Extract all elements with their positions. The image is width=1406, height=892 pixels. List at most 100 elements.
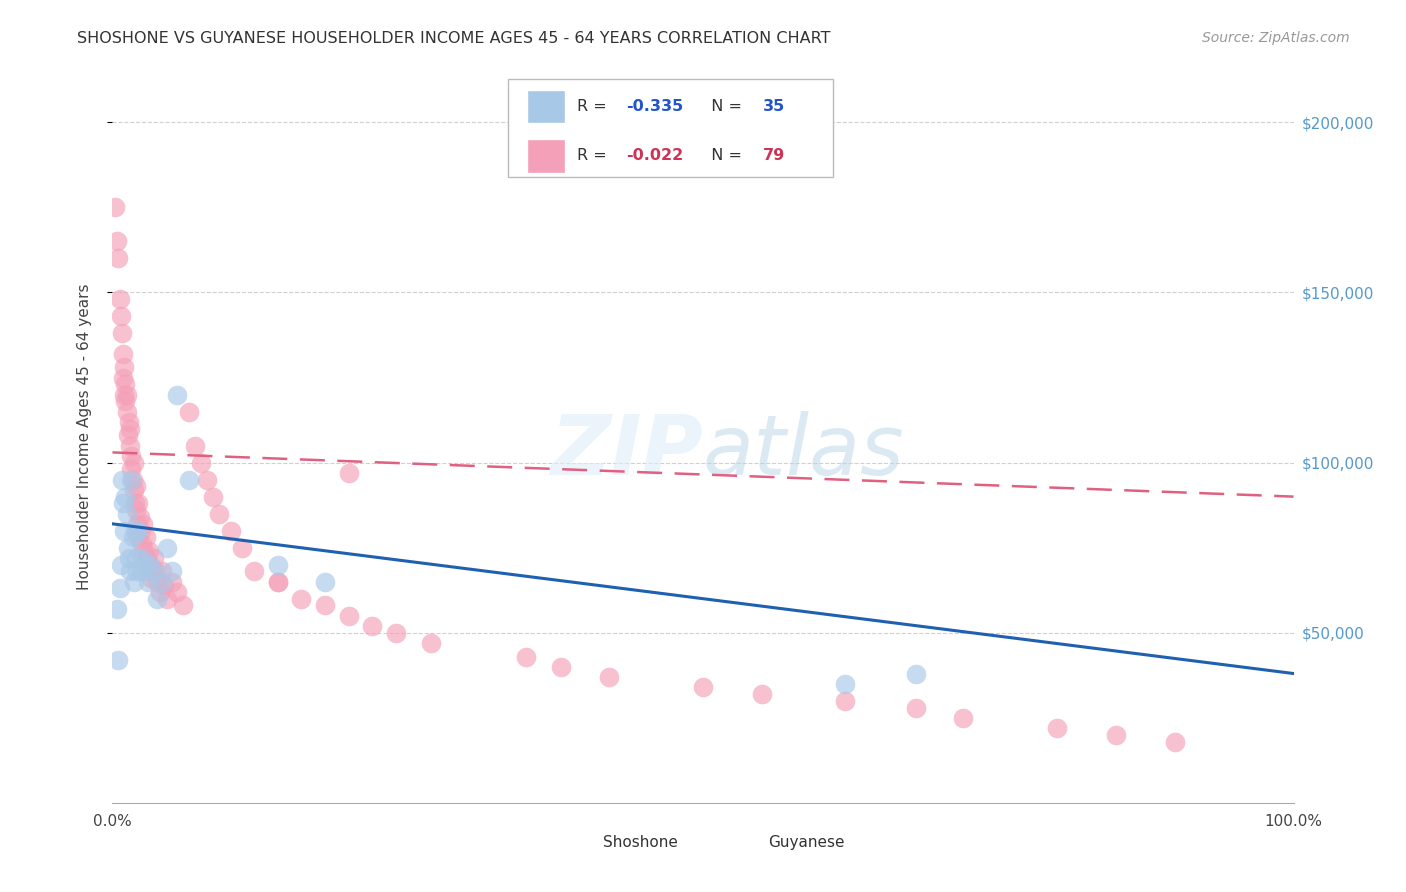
Text: Source: ZipAtlas.com: Source: ZipAtlas.com xyxy=(1202,31,1350,45)
Point xyxy=(141,571,163,585)
Point xyxy=(146,591,169,606)
Point xyxy=(267,574,290,589)
Point xyxy=(385,625,408,640)
Point xyxy=(132,516,155,531)
Point xyxy=(267,574,290,589)
Point xyxy=(139,558,162,572)
Point xyxy=(195,473,218,487)
Point xyxy=(1046,721,1069,735)
Point xyxy=(124,496,146,510)
Point xyxy=(134,558,156,572)
Text: -0.335: -0.335 xyxy=(626,99,683,114)
Point xyxy=(146,574,169,589)
Point xyxy=(290,591,312,606)
Point xyxy=(150,565,173,579)
Point xyxy=(219,524,242,538)
Point xyxy=(166,585,188,599)
Point xyxy=(834,677,856,691)
Point xyxy=(129,524,152,538)
FancyBboxPatch shape xyxy=(554,830,595,855)
Point xyxy=(231,541,253,555)
Point xyxy=(904,666,927,681)
Point xyxy=(107,252,129,266)
Text: R =: R = xyxy=(576,99,612,114)
Point xyxy=(190,456,212,470)
Point xyxy=(118,415,141,429)
Point xyxy=(136,565,159,579)
Text: SHOSHONE VS GUYANESE HOUSEHOLDER INCOME AGES 45 - 64 YEARS CORRELATION CHART: SHOSHONE VS GUYANESE HOUSEHOLDER INCOME … xyxy=(77,31,831,46)
Point xyxy=(108,293,131,307)
Point xyxy=(314,574,336,589)
Point xyxy=(172,599,194,613)
Text: atlas: atlas xyxy=(703,411,904,492)
Point xyxy=(111,326,134,341)
Point xyxy=(115,507,138,521)
Point xyxy=(139,558,162,572)
Point xyxy=(138,544,160,558)
Point xyxy=(692,680,714,694)
Point xyxy=(127,524,149,538)
Point xyxy=(120,421,142,435)
Point xyxy=(120,565,142,579)
Point xyxy=(105,235,128,249)
Point xyxy=(142,565,165,579)
Point xyxy=(122,456,145,470)
FancyBboxPatch shape xyxy=(527,139,565,173)
Point xyxy=(142,550,165,565)
Point xyxy=(153,578,176,592)
Point xyxy=(751,687,773,701)
Point xyxy=(112,496,135,510)
Text: Guyanese: Guyanese xyxy=(768,835,845,850)
Point xyxy=(143,565,166,579)
Point xyxy=(952,711,974,725)
Point xyxy=(135,550,157,565)
Point xyxy=(208,507,231,521)
Point xyxy=(314,599,336,613)
Point xyxy=(129,565,152,579)
Point xyxy=(121,531,143,545)
Point xyxy=(114,490,136,504)
Point xyxy=(127,516,149,531)
Point xyxy=(128,510,150,524)
Text: -0.022: -0.022 xyxy=(626,148,683,163)
Point xyxy=(420,636,443,650)
Point xyxy=(125,479,148,493)
Point xyxy=(201,490,224,504)
Point xyxy=(184,439,207,453)
Point xyxy=(105,602,128,616)
Point xyxy=(337,466,360,480)
Point xyxy=(112,387,135,401)
Text: Shoshone: Shoshone xyxy=(603,835,678,850)
Point xyxy=(114,394,136,409)
Point xyxy=(104,201,127,215)
Point xyxy=(156,541,179,555)
Point xyxy=(120,462,142,476)
Point xyxy=(110,558,132,572)
Point xyxy=(127,496,149,510)
Point xyxy=(108,582,131,596)
Point xyxy=(156,591,179,606)
Point xyxy=(112,370,135,384)
Point xyxy=(117,428,139,442)
FancyBboxPatch shape xyxy=(508,78,832,178)
Point xyxy=(550,659,572,673)
Point xyxy=(125,503,148,517)
Point xyxy=(114,377,136,392)
Point xyxy=(150,574,173,589)
Point xyxy=(361,619,384,633)
Point xyxy=(179,404,201,418)
FancyBboxPatch shape xyxy=(720,830,759,855)
Point xyxy=(834,694,856,708)
Point xyxy=(598,670,620,684)
Point xyxy=(160,574,183,589)
FancyBboxPatch shape xyxy=(527,90,565,123)
Point xyxy=(122,574,145,589)
Point xyxy=(134,544,156,558)
Point xyxy=(120,439,142,453)
Point xyxy=(115,404,138,418)
Point xyxy=(115,387,138,401)
Y-axis label: Householder Income Ages 45 - 64 years: Householder Income Ages 45 - 64 years xyxy=(77,284,91,591)
Point xyxy=(112,347,135,361)
Point xyxy=(1105,728,1128,742)
Point xyxy=(160,565,183,579)
